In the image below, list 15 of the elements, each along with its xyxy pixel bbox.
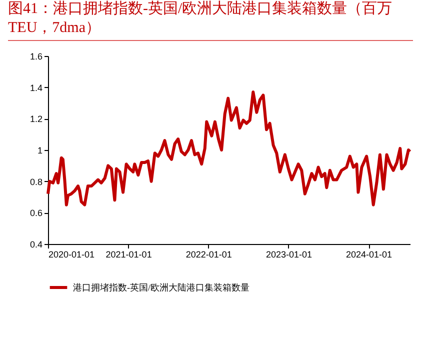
legend-label: 港口拥堵指数-英国/欧洲大陆港口集装箱数量 xyxy=(73,282,250,292)
x-tick-label: 2022-01-01 xyxy=(186,250,232,260)
y-tick-label: 1.4 xyxy=(30,82,42,93)
y-tick-label: 1.2 xyxy=(30,114,42,124)
y-tick-label: 0.4 xyxy=(30,240,42,250)
y-tick-label: 0.8 xyxy=(30,176,42,187)
y-tick-label: 0.6 xyxy=(30,208,42,218)
x-tick-label: 2023-01-01 xyxy=(266,250,312,260)
x-tick-label: 2021-01-01 xyxy=(106,250,152,260)
x-tick-label: 2020-01-01 xyxy=(48,250,95,260)
chart-title: 图41：港口拥堵指数-英国/欧洲大陆港口集装箱数量（百万TEU，7dma） xyxy=(8,0,413,41)
y-tick-label: 1 xyxy=(37,146,42,156)
x-tick-label: 2024-01-01 xyxy=(346,250,392,260)
y-tick-label: 1.6 xyxy=(30,52,42,62)
line-series xyxy=(46,90,412,206)
